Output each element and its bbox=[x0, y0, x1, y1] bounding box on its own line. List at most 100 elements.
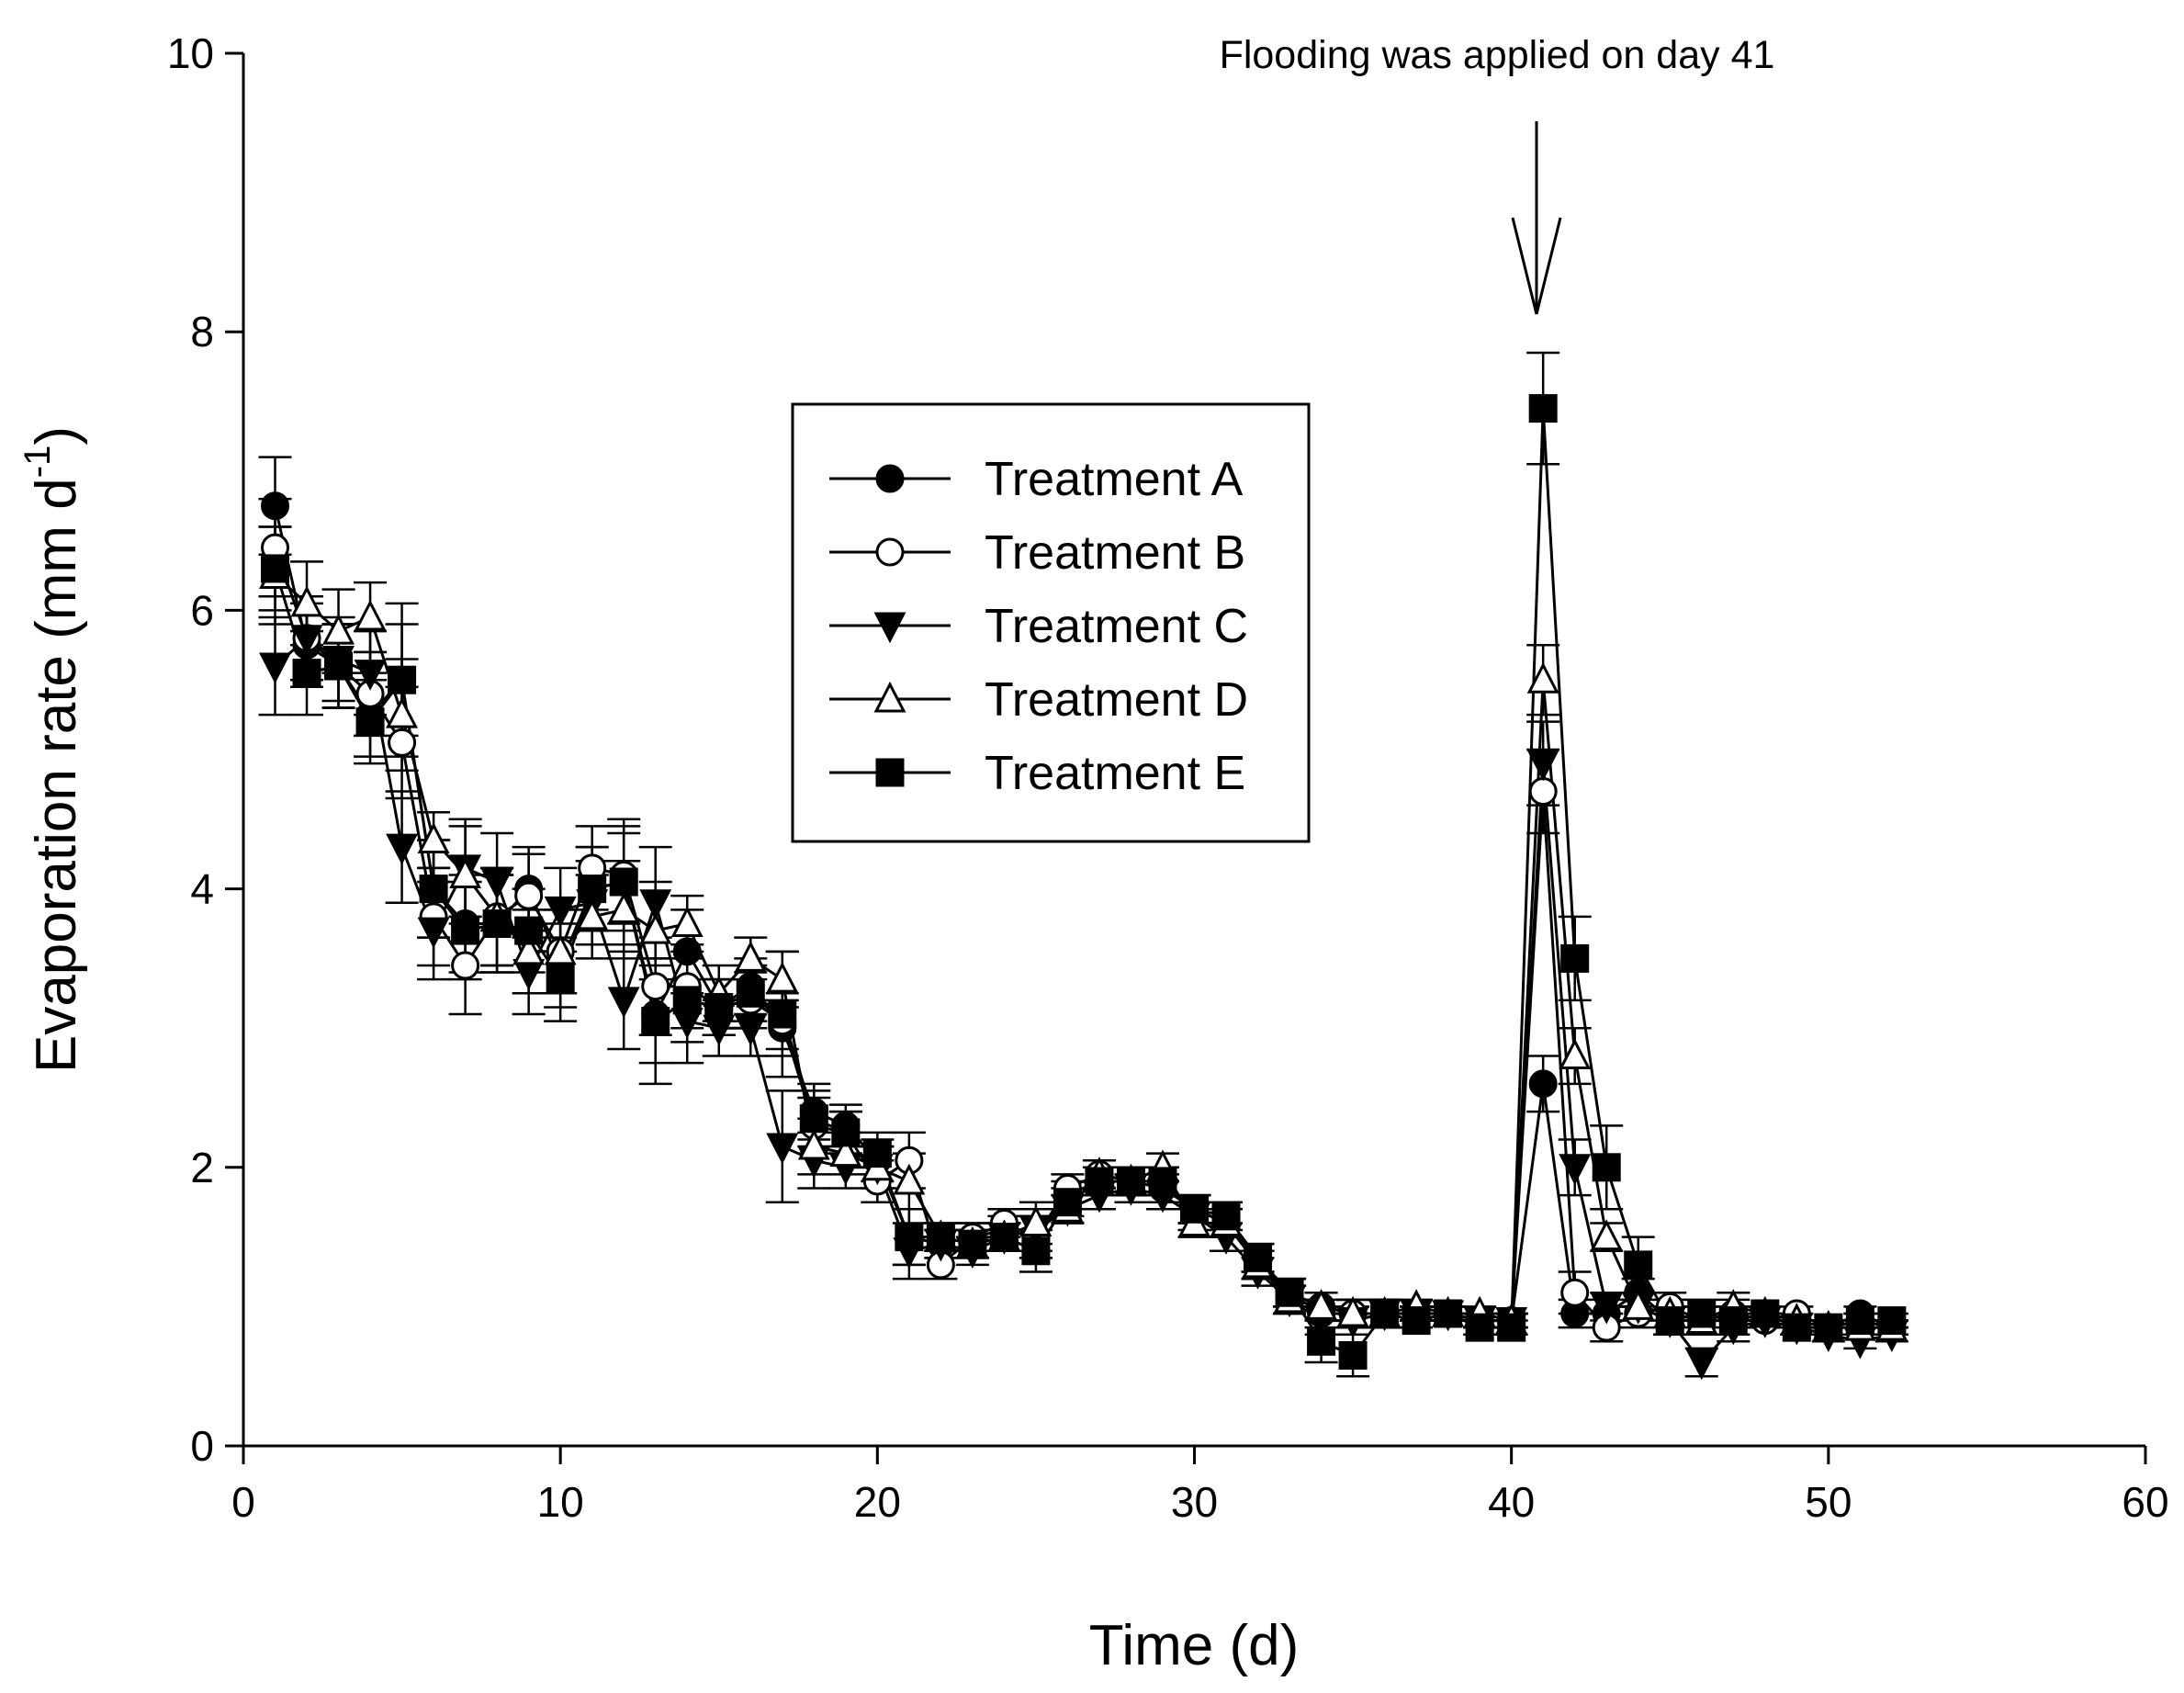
treatment-e-point bbox=[578, 875, 607, 904]
treatment-e-point bbox=[1275, 1278, 1304, 1307]
legend-marker-treatment-e bbox=[875, 758, 905, 787]
treatment-d-point bbox=[1622, 1289, 1655, 1320]
legend: Treatment A Treatment B Treatment C Treatme… bbox=[791, 402, 1311, 843]
treatment-b-line bbox=[274, 547, 1893, 1329]
treatment-e-point bbox=[1560, 943, 1590, 973]
treatment-e-point bbox=[799, 1104, 828, 1134]
treatment-e-point bbox=[1402, 1306, 1431, 1336]
legend-item-treatment-b: Treatment B bbox=[829, 526, 1245, 580]
treatment-e-point bbox=[1116, 1167, 1145, 1196]
treatment-d-point bbox=[893, 1163, 926, 1195]
treatment-c-point bbox=[1685, 1349, 1718, 1381]
treatment-d-point bbox=[386, 696, 419, 728]
legend-label-treatment-c: Treatment C bbox=[985, 600, 1248, 653]
treatment-c-point bbox=[1590, 1292, 1623, 1325]
y-tick-label: 2 bbox=[190, 1144, 214, 1191]
treatment-e-point bbox=[736, 978, 765, 1008]
treatment-d-point bbox=[1305, 1289, 1338, 1320]
markers bbox=[259, 394, 1908, 1381]
treatment-d-point bbox=[639, 912, 672, 944]
treatment-d-point bbox=[1336, 1295, 1369, 1327]
treatment-e-point bbox=[1180, 1194, 1209, 1224]
treatment-e-point bbox=[324, 651, 354, 681]
treatment-d-point bbox=[829, 1135, 862, 1168]
treatment-a-point bbox=[1528, 1069, 1558, 1099]
treatment-b-point bbox=[514, 881, 544, 910]
treatment-e-point bbox=[419, 875, 448, 904]
x-ticks: 0 10 20 30 40 50 60 bbox=[231, 1446, 2169, 1526]
legend-label-treatment-b: Treatment B bbox=[985, 526, 1245, 580]
treatment-e-point bbox=[1021, 1236, 1051, 1266]
legend-label-treatment-a: Treatment A bbox=[985, 453, 1244, 506]
treatment-e-point bbox=[1528, 394, 1558, 423]
treatment-c-point bbox=[290, 625, 323, 656]
treatment-b-point bbox=[641, 972, 670, 1001]
treatment-d-point bbox=[1590, 1219, 1623, 1251]
treatment-d-point bbox=[1526, 661, 1559, 694]
treatment-e-point bbox=[1211, 1202, 1241, 1231]
x-tick-label: 0 bbox=[231, 1478, 255, 1526]
treatment-d-point bbox=[449, 857, 482, 888]
treatment-d-point bbox=[544, 933, 577, 965]
treatment-b-point bbox=[451, 951, 480, 980]
legend-item-treatment-c: Treatment C bbox=[829, 600, 1248, 653]
treatment-c-line bbox=[274, 636, 1893, 1365]
y-tick-label: 8 bbox=[190, 308, 214, 356]
treatment-e-point bbox=[1687, 1299, 1717, 1328]
treatment-d-point bbox=[290, 585, 323, 617]
treatment-e-point bbox=[768, 999, 797, 1029]
treatment-e-point bbox=[1592, 1153, 1621, 1182]
legend-marker-treatment-c bbox=[873, 612, 906, 644]
treatment-e-point bbox=[989, 1223, 1019, 1252]
treatment-d-point bbox=[607, 892, 640, 923]
y-tick-label: 10 bbox=[167, 29, 214, 77]
y-tick-label: 0 bbox=[190, 1422, 214, 1470]
treatment-c-point bbox=[417, 917, 450, 949]
legend-item-treatment-a: Treatment A bbox=[829, 453, 1244, 506]
treatment-b-point bbox=[1528, 776, 1558, 806]
treatment-c-point bbox=[480, 868, 513, 900]
treatment-e-point bbox=[514, 916, 544, 945]
treatment-e-point bbox=[926, 1223, 955, 1252]
treatment-e-point bbox=[958, 1229, 987, 1258]
treatment-d-point bbox=[734, 941, 767, 972]
treatment-e-point bbox=[388, 665, 417, 694]
treatment-e-point bbox=[546, 965, 575, 994]
treatment-e-point bbox=[831, 1118, 861, 1147]
x-axis-title: Time (d) bbox=[1089, 1614, 1299, 1677]
treatment-e-point bbox=[609, 867, 638, 897]
flooding-arrow-icon bbox=[1511, 121, 1562, 315]
treatment-a-point bbox=[672, 937, 702, 966]
treatment-e-point bbox=[1085, 1167, 1114, 1196]
y-tick-label: 6 bbox=[190, 586, 214, 634]
y-ticks: 0 2 4 6 8 10 bbox=[167, 29, 243, 1470]
y-axis-title: Evaporation rate (mm d-1) bbox=[17, 426, 88, 1073]
treatment-c-point bbox=[386, 833, 419, 865]
treatment-e-point bbox=[862, 1139, 892, 1168]
treatment-e-point bbox=[1624, 1250, 1653, 1280]
treatment-e-point bbox=[1751, 1299, 1780, 1328]
treatment-e-point bbox=[355, 707, 385, 737]
treatment-a-point bbox=[261, 491, 290, 521]
treatment-e-point bbox=[1053, 1188, 1082, 1217]
treatment-c-point bbox=[639, 889, 672, 921]
legend-label-treatment-d: Treatment D bbox=[985, 673, 1248, 727]
treatment-e-point bbox=[1307, 1326, 1336, 1356]
treatment-e-point bbox=[261, 554, 290, 583]
x-tick-label: 20 bbox=[854, 1478, 901, 1526]
treatment-c-point bbox=[766, 1133, 799, 1165]
treatment-d-point bbox=[797, 1128, 830, 1160]
y-axis-title-main: Evaporation rate (mm d bbox=[25, 478, 88, 1073]
plot-area bbox=[258, 351, 1908, 1381]
y-axis-title-close: ) bbox=[25, 426, 88, 446]
treatment-c-point bbox=[734, 1014, 767, 1046]
treatment-e-point bbox=[482, 909, 512, 938]
treatment-e-point bbox=[1877, 1306, 1907, 1336]
series-lines bbox=[274, 408, 1893, 1365]
treatment-e-point bbox=[1497, 1313, 1526, 1342]
treatment-b-point bbox=[388, 728, 417, 757]
x-tick-label: 50 bbox=[1805, 1478, 1852, 1526]
treatment-d-point bbox=[766, 961, 799, 993]
legend-marker-treatment-b bbox=[875, 537, 905, 567]
treatment-e-point bbox=[641, 1007, 670, 1036]
